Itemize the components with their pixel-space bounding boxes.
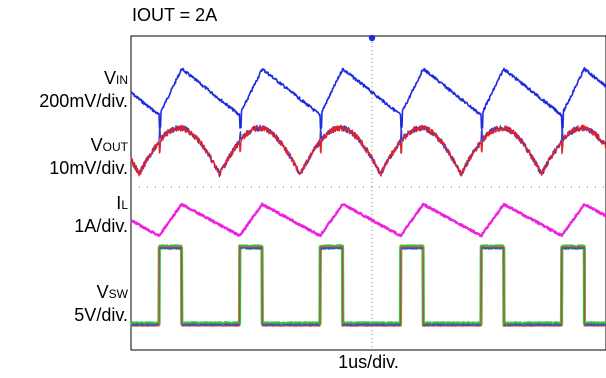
plot-frame (130, 35, 606, 351)
vsw-trace-noise (129, 244, 606, 327)
channel-label-vsw: VSW 5V/div. (74, 282, 128, 325)
channel-label-il: IL 1A/div. (74, 193, 128, 236)
vsw-trace-noise-blue (130, 246, 606, 327)
il-trace (130, 202, 606, 238)
vsw-trace (130, 246, 606, 327)
chart-title: IOUT = 2A (132, 5, 218, 25)
trigger-marker (368, 34, 376, 42)
vout-trace (130, 124, 606, 177)
vin-trace (130, 67, 606, 131)
channel-label-vin: VIN 200mV/div. (39, 68, 128, 111)
x-axis-label: 1us/div. (338, 352, 399, 372)
channel-label-vout: VOUT 10mV/div. (49, 135, 128, 178)
